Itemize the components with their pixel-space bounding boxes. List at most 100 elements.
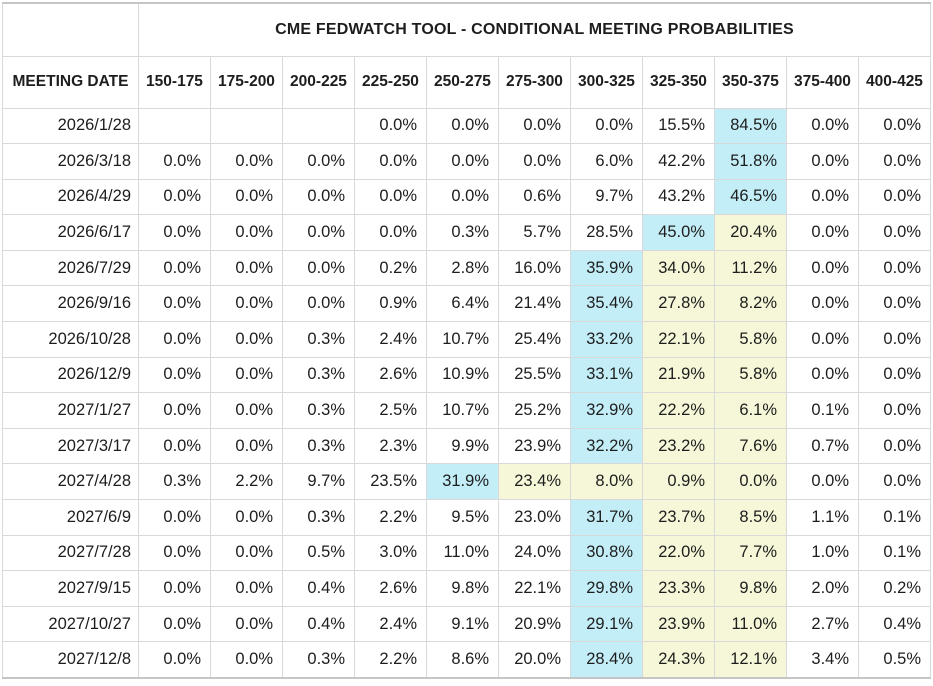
probability-cell: 0.0% [210, 178, 283, 216]
probability-cell: 0.0% [138, 249, 211, 287]
probability-cell: 21.9% [642, 356, 715, 394]
meeting-date-cell: 2026/6/17 [2, 214, 139, 251]
probability-cell: 28.4% [570, 641, 643, 678]
corner-cell [2, 2, 139, 57]
probability-cell: 2.0% [786, 570, 859, 607]
rate-column-header: 375-400 [786, 55, 859, 109]
probability-cell: 0.0% [786, 214, 859, 251]
meeting-date-cell: 2027/1/27 [2, 392, 139, 429]
probability-cell [210, 107, 283, 145]
probability-cell: 0.1% [858, 499, 931, 536]
probability-cell: 0.0% [210, 143, 283, 180]
probability-cell: 2.6% [354, 356, 427, 394]
probability-cell: 8.2% [714, 285, 787, 323]
probability-cell: 0.0% [138, 178, 211, 216]
probability-cell: 20.0% [498, 641, 571, 678]
probability-cell: 0.0% [858, 107, 931, 145]
probability-cell: 0.0% [354, 214, 427, 251]
table-row: 2026/12/9 0.0% 0.0% 0.3% 2.6% 10.9% 25.5% 33.1%… [2, 356, 931, 394]
probability-cell: 0.0% [138, 427, 211, 465]
probability-cell: 9.1% [426, 605, 499, 643]
probability-cell: 15.5% [642, 107, 715, 145]
rate-column-header: 225-250 [354, 55, 427, 109]
probability-cell: 0.0% [858, 214, 931, 251]
probability-cell: 0.0% [786, 321, 859, 358]
probability-cell: 0.0% [858, 392, 931, 429]
meeting-date-cell: 2027/7/28 [2, 534, 139, 572]
probability-cell: 35.9% [570, 249, 643, 287]
probability-cell: 0.0% [786, 178, 859, 216]
probability-cell: 43.2% [642, 178, 715, 216]
probability-cell: 0.0% [498, 143, 571, 180]
table-row: 2026/9/16 0.0% 0.0% 0.0% 0.9% 6.4% 21.4% 35.4% 2… [2, 285, 931, 323]
probability-cell: 0.0% [210, 570, 283, 607]
rate-column-header: 175-200 [210, 55, 283, 109]
rate-column-header: 150-175 [138, 55, 211, 109]
probability-cell: 2.4% [354, 605, 427, 643]
meeting-date-cell: 2027/3/17 [2, 427, 139, 465]
probability-cell: 0.9% [642, 463, 715, 501]
rate-column-header: 400-425 [858, 55, 931, 109]
probability-cell: 6.4% [426, 285, 499, 323]
table-row: 2026/4/29 0.0% 0.0% 0.0% 0.0% 0.0% 0.6% 9.7% 43.… [2, 178, 931, 216]
probability-cell: 32.9% [570, 392, 643, 429]
probability-cell: 3.0% [354, 534, 427, 572]
table-row: 2027/12/8 0.0% 0.0% 0.3% 2.2% 8.6% 20.0% 28.4% 2… [2, 641, 931, 678]
probability-cell: 22.1% [642, 321, 715, 358]
probability-cell: 0.0% [858, 178, 931, 216]
probability-cell [138, 107, 211, 145]
probability-cell: 0.9% [354, 285, 427, 323]
table-row: 2027/10/27 0.0% 0.0% 0.4% 2.4% 9.1% 20.9% 29.1%… [2, 605, 931, 643]
rate-column-header: 300-325 [570, 55, 643, 109]
probability-cell: 25.2% [498, 392, 571, 429]
probability-cell: 1.0% [786, 534, 859, 572]
probability-cell: 8.0% [570, 463, 643, 501]
rate-column-header: 325-350 [642, 55, 715, 109]
meeting-date-cell: 2026/10/28 [2, 321, 139, 358]
probability-cell: 0.0% [354, 107, 427, 145]
probability-cell: 0.0% [786, 356, 859, 394]
probability-cell: 0.0% [138, 570, 211, 607]
probability-cell: 0.0% [354, 143, 427, 180]
probability-cell: 2.2% [210, 463, 283, 501]
probability-cell: 29.1% [570, 605, 643, 643]
probability-cell: 0.3% [282, 641, 355, 678]
probability-cell: 20.9% [498, 605, 571, 643]
probability-cell: 0.0% [282, 214, 355, 251]
table-row: 2027/1/27 0.0% 0.0% 0.3% 2.5% 10.7% 25.2% 32.9%… [2, 392, 931, 429]
title-row: CME FEDWATCH TOOL - CONDITIONAL MEETING … [2, 2, 931, 57]
probability-cell: 9.5% [426, 499, 499, 536]
meeting-date-cell: 2027/12/8 [2, 641, 139, 678]
probability-cell: 32.2% [570, 427, 643, 465]
probability-cell: 22.1% [498, 570, 571, 607]
probability-cell: 0.0% [354, 178, 427, 216]
probability-cell: 0.0% [858, 463, 931, 501]
probability-cell: 8.5% [714, 499, 787, 536]
probability-cell: 0.0% [210, 392, 283, 429]
probability-cell: 0.0% [210, 356, 283, 394]
column-header-row: MEETING DATE 150-175 175-200 200-225 225-25… [2, 55, 931, 109]
rate-column-header: 350-375 [714, 55, 787, 109]
probability-cell: 0.0% [282, 285, 355, 323]
probability-cell: 0.0% [786, 463, 859, 501]
probability-cell: 0.0% [426, 143, 499, 180]
probability-cell: 9.9% [426, 427, 499, 465]
probability-cell: 0.4% [858, 605, 931, 643]
meeting-date-header: MEETING DATE [2, 55, 139, 109]
table-row: 2026/10/28 0.0% 0.0% 0.3% 2.4% 10.7% 25.4% 33.2… [2, 321, 931, 358]
table-row: 2026/1/28 0.0% 0.0% 0.0% 0.0% 15.5% 84.5% 0.0% 0… [2, 107, 931, 145]
probability-cell: 0.0% [570, 107, 643, 145]
probability-cell: 0.0% [138, 321, 211, 358]
probability-cell: 0.1% [858, 534, 931, 572]
probability-cell: 23.7% [642, 499, 715, 536]
probability-cell: 51.8% [714, 143, 787, 180]
probability-cell: 42.2% [642, 143, 715, 180]
probability-cell: 0.0% [210, 499, 283, 536]
probability-cell: 23.0% [498, 499, 571, 536]
probability-cell: 0.0% [426, 178, 499, 216]
probability-cell: 9.8% [714, 570, 787, 607]
probability-cell: 0.3% [426, 214, 499, 251]
probability-cell: 0.0% [786, 143, 859, 180]
rate-column-header: 200-225 [282, 55, 355, 109]
probability-cell [282, 107, 355, 145]
